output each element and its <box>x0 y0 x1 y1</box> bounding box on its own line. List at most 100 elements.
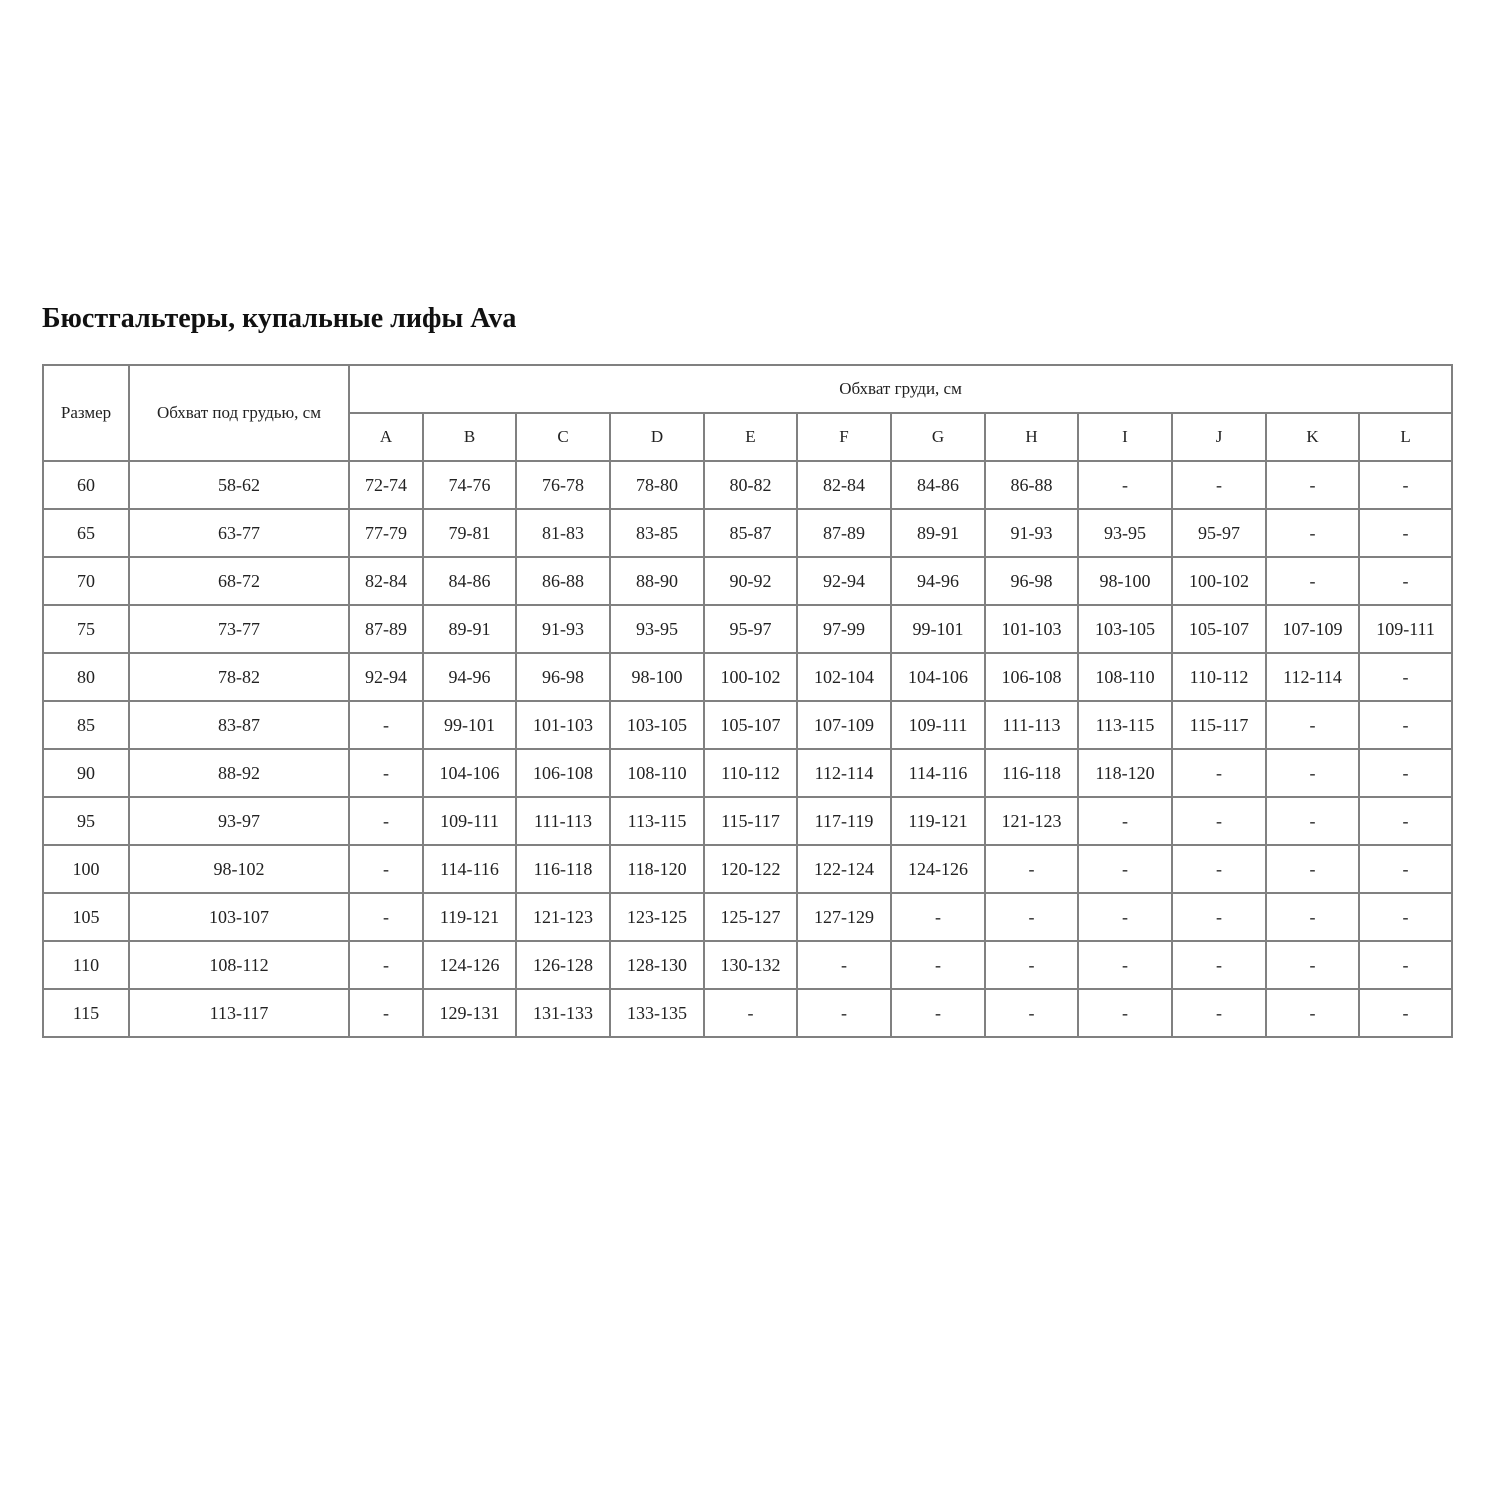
bust-cell: 105-107 <box>703 700 798 750</box>
bust-cell: - <box>1265 748 1360 798</box>
bust-cell: - <box>984 940 1079 990</box>
header-size: Размер <box>42 364 130 462</box>
bust-cell: 109-111 <box>1357 604 1454 654</box>
bust-cell: 124-126 <box>422 940 517 990</box>
bust-cell: - <box>1077 844 1173 894</box>
size-cell: 70 <box>42 556 130 606</box>
bust-cell: 82-84 <box>796 460 892 510</box>
header-cup-l: L <box>1357 412 1454 462</box>
bust-cell: - <box>348 796 424 846</box>
bust-cell: - <box>1171 748 1267 798</box>
bust-cell: 101-103 <box>984 604 1079 654</box>
bust-cell: 109-111 <box>422 796 517 846</box>
header-cup-j: J <box>1171 412 1267 462</box>
bust-cell: 104-106 <box>422 748 517 798</box>
table-row: 65 63-77 77-79 79-81 81-83 83-85 85-87 87-89 89-… <box>42 508 1454 558</box>
underbust-cell: 68-72 <box>128 556 350 606</box>
table-row: 105 103-107-119-121 121-123 123-125 125-127 1… <box>42 892 1454 942</box>
bust-cell: - <box>1265 556 1360 606</box>
header-cup-e: E <box>703 412 798 462</box>
bust-cell: 118-120 <box>1077 748 1173 798</box>
underbust-cell: 73-77 <box>128 604 350 654</box>
bust-cell: 94-96 <box>890 556 986 606</box>
bust-cell: 113-115 <box>609 796 705 846</box>
table-row: 115 113-117-129-131 131-133 133-135- - - - - - - - <box>42 988 1454 1038</box>
bust-cell: - <box>796 940 892 990</box>
header-underbust: Обхват под грудью, см <box>128 364 350 462</box>
bust-cell: - <box>984 988 1079 1038</box>
bust-cell: 112-114 <box>796 748 892 798</box>
bust-cell: - <box>1357 652 1454 702</box>
bust-cell: - <box>1357 700 1454 750</box>
bust-cell: - <box>1077 460 1173 510</box>
bust-cell: 105-107 <box>1171 604 1267 654</box>
bust-cell: - <box>1357 844 1454 894</box>
size-cell: 85 <box>42 700 130 750</box>
bust-cell: 108-110 <box>609 748 705 798</box>
bust-cell: - <box>348 844 424 894</box>
bust-cell: 92-94 <box>796 556 892 606</box>
bust-cell: - <box>1077 892 1173 942</box>
bust-cell: 120-122 <box>703 844 798 894</box>
bust-cell: 121-123 <box>515 892 611 942</box>
bust-cell: 123-125 <box>609 892 705 942</box>
bust-cell: - <box>1357 796 1454 846</box>
bust-cell: - <box>703 988 798 1038</box>
bust-cell: - <box>984 892 1079 942</box>
bust-cell: 125-127 <box>703 892 798 942</box>
bust-cell: 90-92 <box>703 556 798 606</box>
bust-cell: 87-89 <box>796 508 892 558</box>
underbust-cell: 83-87 <box>128 700 350 750</box>
bust-cell: 103-105 <box>1077 604 1173 654</box>
bust-cell: 99-101 <box>422 700 517 750</box>
size-cell: 105 <box>42 892 130 942</box>
bust-cell: - <box>1077 940 1173 990</box>
bust-cell: - <box>1357 988 1454 1038</box>
table-row: 110 108-112-124-126 126-128 128-130 130-132-… <box>42 940 1454 990</box>
bust-cell: 106-108 <box>984 652 1079 702</box>
bust-cell: 81-83 <box>515 508 611 558</box>
bust-cell: - <box>1357 460 1454 510</box>
table-row: 100 98-102-114-116 116-118 118-120 120-122 12… <box>42 844 1454 894</box>
bust-cell: - <box>1171 844 1267 894</box>
bust-cell: - <box>1171 892 1267 942</box>
size-cell: 65 <box>42 508 130 558</box>
bust-cell: 89-91 <box>422 604 517 654</box>
bust-cell: 91-93 <box>984 508 1079 558</box>
bust-cell: 124-126 <box>890 844 986 894</box>
bust-cell: 94-96 <box>422 652 517 702</box>
page-title: Бюстгальтеры, купальные лифы Ava <box>42 303 517 334</box>
bust-cell: 117-119 <box>796 796 892 846</box>
bust-cell: 96-98 <box>515 652 611 702</box>
bust-cell: - <box>1265 460 1360 510</box>
bust-cell: 131-133 <box>515 988 611 1038</box>
bust-cell: 109-111 <box>890 700 986 750</box>
bust-cell: 126-128 <box>515 940 611 990</box>
bust-cell: 99-101 <box>890 604 986 654</box>
bust-cell: 122-124 <box>796 844 892 894</box>
bust-cell: 86-88 <box>515 556 611 606</box>
header-cup-a: A <box>348 412 424 462</box>
bust-cell: 114-116 <box>890 748 986 798</box>
header-cup-d: D <box>609 412 705 462</box>
bust-cell: 101-103 <box>515 700 611 750</box>
underbust-cell: 108-112 <box>128 940 350 990</box>
bust-cell: 113-115 <box>1077 700 1173 750</box>
table-row: 60 58-62 72-74 74-76 76-78 78-80 80-82 82-84 84-… <box>42 460 1454 510</box>
bust-cell: - <box>1171 988 1267 1038</box>
bust-cell: 127-129 <box>796 892 892 942</box>
bust-cell: 107-109 <box>796 700 892 750</box>
bust-cell: - <box>1357 748 1454 798</box>
bust-cell: 76-78 <box>515 460 611 510</box>
bust-cell: 119-121 <box>890 796 986 846</box>
size-cell: 80 <box>42 652 130 702</box>
bust-cell: 115-117 <box>703 796 798 846</box>
size-cell: 115 <box>42 988 130 1038</box>
bust-cell: 85-87 <box>703 508 798 558</box>
bust-cell: 77-79 <box>348 508 424 558</box>
bust-cell: 93-95 <box>1077 508 1173 558</box>
bust-cell: 112-114 <box>1265 652 1360 702</box>
bust-cell: - <box>1077 988 1173 1038</box>
bust-cell: 118-120 <box>609 844 705 894</box>
